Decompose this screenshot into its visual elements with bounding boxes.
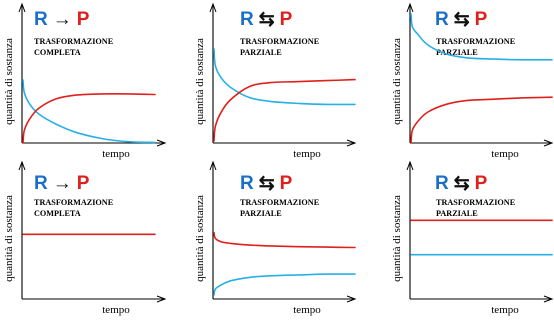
x-axis-arrowhead xyxy=(156,295,167,303)
chart-panel-4: quantità di sostanza tempo R → P TRASFORMAZIO… xyxy=(3,160,167,316)
subtitle-line-1: TRASFORMAZIONE xyxy=(436,37,516,46)
x-axis-arrowhead xyxy=(543,295,554,303)
reactant-curve xyxy=(213,48,356,106)
x-axis-arrowhead xyxy=(156,139,167,147)
equation-product: P xyxy=(77,9,90,30)
reaction-equation: R ⇆ P xyxy=(435,9,488,30)
equation-arrow: ⇆ xyxy=(454,9,470,30)
y-axis-arrowhead xyxy=(406,2,414,13)
product-curve xyxy=(410,96,553,144)
equation-arrow: ⇆ xyxy=(259,173,275,194)
x-axis-arrowhead xyxy=(543,139,554,147)
reactant-curve xyxy=(213,273,356,296)
subtitle-line-2: PARZIALE xyxy=(436,48,478,57)
equation-arrow: ⇆ xyxy=(454,173,470,194)
x-axis-arrowhead xyxy=(346,139,357,147)
reaction-equation: R → P xyxy=(34,9,90,30)
product-curve xyxy=(213,231,356,249)
equation-product: P xyxy=(475,9,488,30)
subtitle-line-1: TRASFORMAZIONE xyxy=(240,198,320,207)
x-axis-label: tempo xyxy=(102,148,130,160)
subtitle-line-2: COMPLETA xyxy=(34,209,81,218)
x-axis-label: tempo xyxy=(491,304,519,316)
y-axis-label: quantità di sostanza xyxy=(391,195,403,282)
x-axis-label: tempo xyxy=(491,148,519,160)
chart-panel-3: quantità di sostanza tempo R ⇆ P TRASFORMAZIO… xyxy=(391,2,554,160)
equation-product: P xyxy=(280,173,293,194)
subtitle-line-1: TRASFORMAZIONE xyxy=(34,37,114,46)
product-curve xyxy=(213,78,356,142)
x-axis-label: tempo xyxy=(102,304,130,316)
equation-arrow: → xyxy=(53,9,72,30)
subtitle-line-1: TRASFORMAZIONE xyxy=(436,198,516,207)
y-axis-arrowhead xyxy=(209,160,217,171)
y-axis-label: quantità di sostanza xyxy=(194,38,206,125)
equation-product: P xyxy=(280,9,293,30)
y-axis-label: quantità di sostanza xyxy=(3,38,15,125)
y-axis-arrowhead xyxy=(209,2,217,13)
chart-panel-2: quantità di sostanza tempo R ⇆ P TRASFORMAZIO… xyxy=(194,2,357,160)
chart-panel-1: quantità di sostanza tempo R → P TRASFORMAZIO… xyxy=(3,2,167,160)
reactant-curve xyxy=(22,79,156,144)
equation-arrow: → xyxy=(53,173,72,194)
subtitle-line-1: TRASFORMAZIONE xyxy=(240,37,320,46)
subtitle-line-2: PARZIALE xyxy=(240,209,282,218)
reactant-curve xyxy=(410,13,553,61)
y-axis-arrowhead xyxy=(18,2,26,13)
y-axis-arrowhead xyxy=(18,160,26,171)
subtitle-line-1: TRASFORMAZIONE xyxy=(34,198,114,207)
equation-reactant: R xyxy=(240,173,254,194)
x-axis-arrowhead xyxy=(346,295,357,303)
subtitle-line-2: PARZIALE xyxy=(240,48,282,57)
y-axis-label: quantità di sostanza xyxy=(3,195,15,282)
x-axis-label: tempo xyxy=(293,148,321,160)
chart-panel-6: quantità di sostanza tempo R ⇆ P TRASFORMAZIO… xyxy=(391,160,554,316)
equation-reactant: R xyxy=(240,9,254,30)
product-curve xyxy=(22,92,156,144)
reaction-equation: R → P xyxy=(34,173,90,194)
y-axis-label: quantità di sostanza xyxy=(391,38,403,125)
equation-product: P xyxy=(77,173,90,194)
reaction-equation: R ⇆ P xyxy=(240,173,293,194)
y-axis-label: quantità di sostanza xyxy=(194,195,206,282)
equation-reactant: R xyxy=(435,9,449,30)
equation-reactant: R xyxy=(435,173,449,194)
reaction-equation: R ⇆ P xyxy=(240,9,293,30)
equation-product: P xyxy=(475,173,488,194)
chart-panel-5: quantità di sostanza tempo R ⇆ P TRASFORMAZIO… xyxy=(194,160,357,316)
equation-arrow: ⇆ xyxy=(259,9,275,30)
x-axis-label: tempo xyxy=(293,304,321,316)
equation-reactant: R xyxy=(34,9,48,30)
subtitle-line-2: COMPLETA xyxy=(34,48,81,57)
equation-reactant: R xyxy=(34,173,48,194)
reaction-equation: R ⇆ P xyxy=(435,173,488,194)
y-axis-arrowhead xyxy=(406,160,414,171)
subtitle-line-2: PARZIALE xyxy=(436,209,478,218)
